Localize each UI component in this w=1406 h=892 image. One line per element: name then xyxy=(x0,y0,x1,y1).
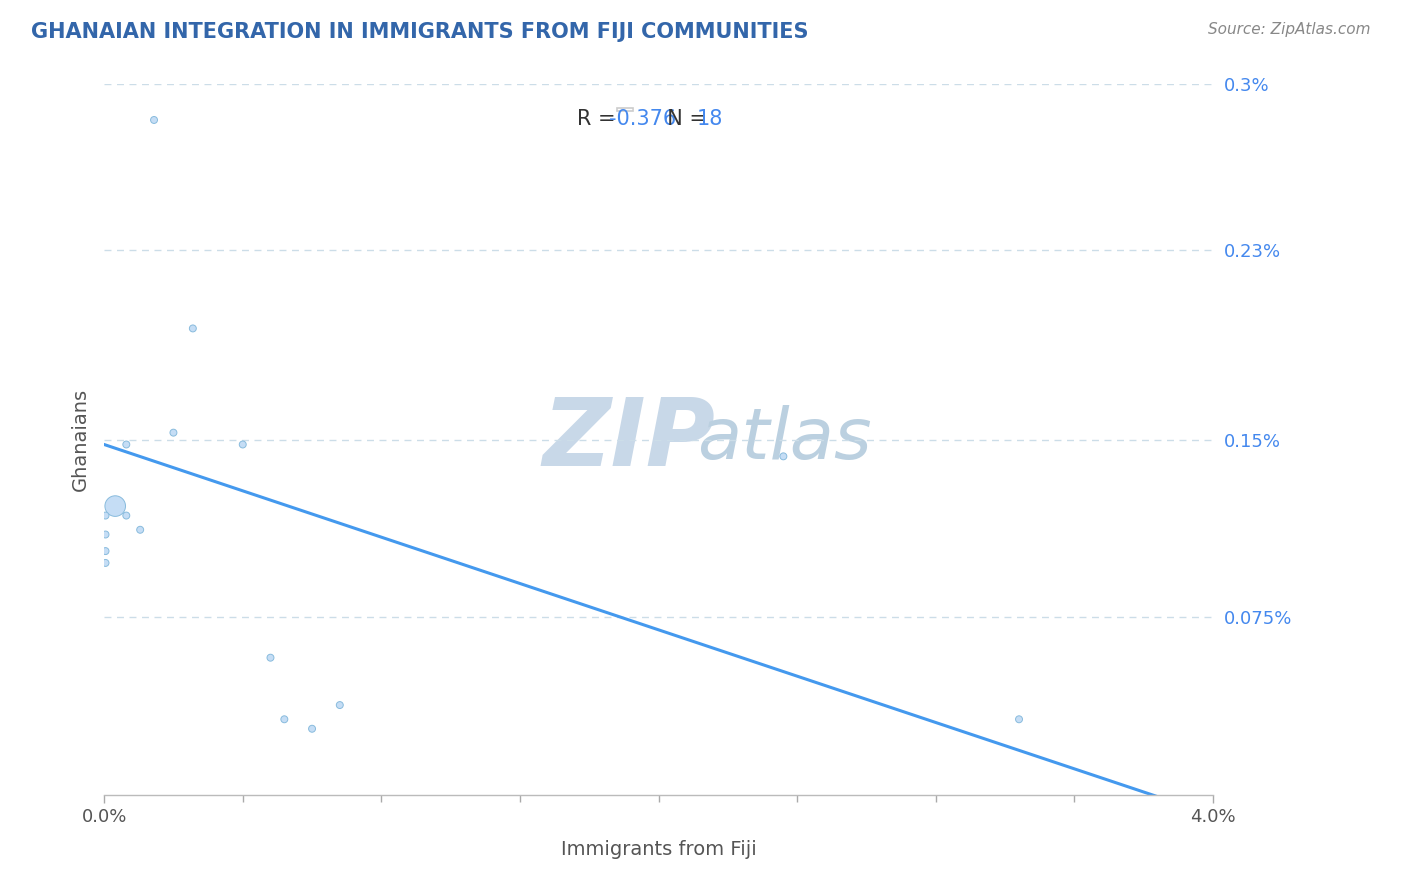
X-axis label: Immigrants from Fiji: Immigrants from Fiji xyxy=(561,840,756,859)
Point xyxy=(1008,712,1031,726)
Y-axis label: Ghanaians: Ghanaians xyxy=(72,388,90,491)
Point xyxy=(259,650,281,665)
Point xyxy=(329,698,352,712)
Text: GHANAIAN INTEGRATION IN IMMIGRANTS FROM FIJI COMMUNITIES: GHANAIAN INTEGRATION IN IMMIGRANTS FROM … xyxy=(31,22,808,42)
Point xyxy=(273,712,295,726)
Point xyxy=(772,450,794,464)
Point xyxy=(301,722,323,736)
Text: R = -0.376    N = 18: R = -0.376 N = 18 xyxy=(619,110,633,111)
Point xyxy=(115,437,138,451)
Point xyxy=(94,527,117,541)
Point xyxy=(94,544,117,558)
Point xyxy=(143,112,166,127)
Point xyxy=(115,508,138,523)
Text: Source: ZipAtlas.com: Source: ZipAtlas.com xyxy=(1208,22,1371,37)
Point xyxy=(94,508,117,523)
Point xyxy=(129,523,152,537)
Text: atlas: atlas xyxy=(697,405,872,475)
Point xyxy=(232,437,254,451)
Point xyxy=(104,499,127,513)
Point xyxy=(94,556,117,570)
Text: ZIP: ZIP xyxy=(543,393,716,486)
Text: N =: N = xyxy=(654,110,714,129)
Text: 18: 18 xyxy=(696,110,723,129)
Point xyxy=(181,321,204,335)
Text: -0.376: -0.376 xyxy=(609,110,676,129)
Text: R =: R = xyxy=(576,110,621,129)
Point xyxy=(162,425,184,440)
